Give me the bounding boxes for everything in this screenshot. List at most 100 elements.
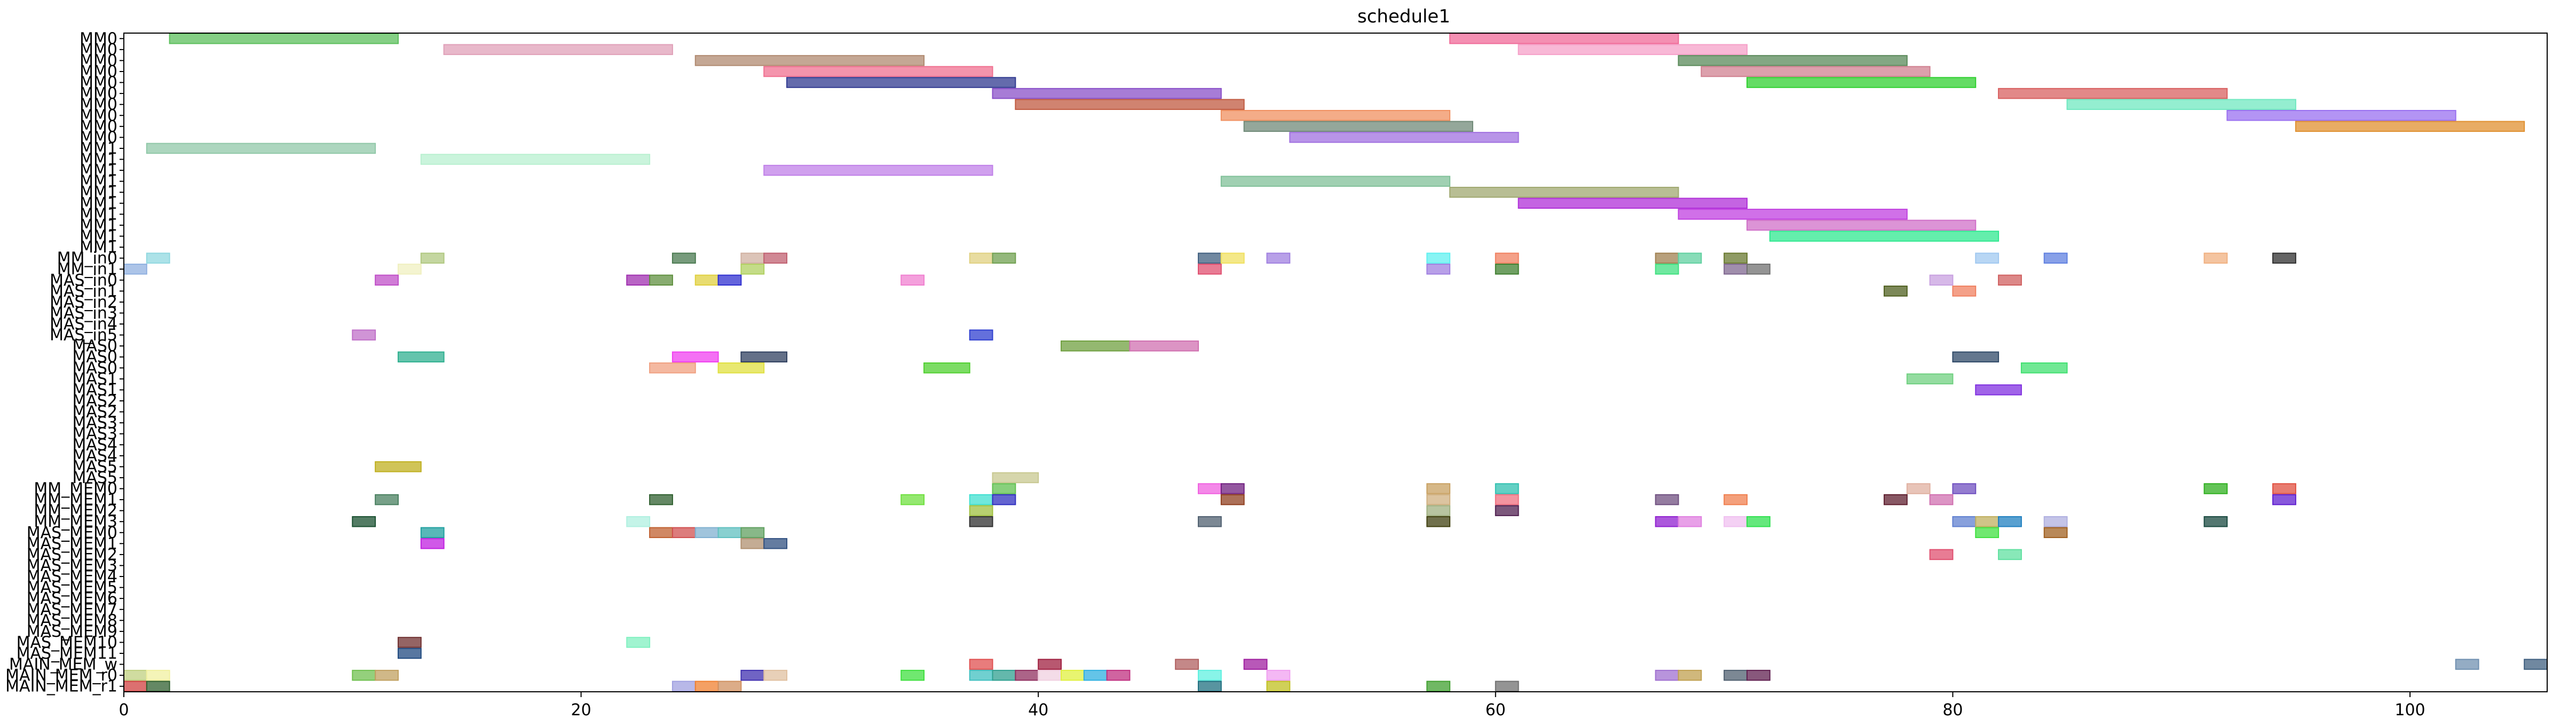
task-bar [1083, 669, 1108, 681]
y-tick-label: MAS4 [72, 447, 117, 465]
task-bar [717, 681, 742, 692]
task-bar [969, 669, 993, 681]
task-bar [146, 252, 170, 264]
task-bar [694, 527, 719, 539]
y-tick-label: MM0 [80, 128, 117, 147]
y-tick-label: MM1 [80, 183, 117, 202]
task-bar [717, 274, 742, 286]
task-bar [397, 647, 422, 659]
task-bar [2272, 252, 2296, 264]
task-bar [1220, 483, 1245, 494]
task-bar [1495, 681, 1519, 692]
task-bar [2066, 99, 2296, 110]
y-tick-label: MAS_in4 [50, 315, 117, 334]
task-bar [1015, 669, 1039, 681]
task-bar [1198, 681, 1222, 692]
task-bar [1952, 351, 2000, 362]
task-bar [649, 494, 673, 505]
task-bar [1883, 286, 1908, 297]
task-bar [740, 252, 765, 264]
task-bar [992, 252, 1016, 264]
x-tick-label: 80 [1942, 701, 1963, 720]
task-bar [1106, 669, 1131, 681]
task-bar [397, 351, 445, 362]
task-bar [2203, 516, 2228, 527]
task-bar [1998, 549, 2022, 560]
task-bar [1769, 231, 2000, 242]
y-tick-label: MM1 [80, 139, 117, 158]
task-bar [1495, 494, 1519, 505]
x-tick-label: 20 [571, 701, 591, 720]
task-bar [1289, 132, 1519, 143]
y-tick-label: MAS_MEM6 [27, 589, 117, 608]
y-tick-label: MAS_MEM7 [27, 600, 117, 619]
task-bar [1975, 384, 2022, 396]
y-tick-label: MM_in0 [57, 249, 117, 268]
y-axis-ticks: MM0MM0MM0MM0MM0MM0MM0MM0MM0MM0MM1MM1MM1M… [5, 29, 124, 696]
y-tick-label: MAS_in3 [50, 304, 117, 322]
task-bar [1906, 373, 1954, 385]
task-bar [969, 505, 993, 516]
task-bar [1746, 219, 1977, 231]
task-bar [992, 494, 1016, 505]
task-bar [146, 681, 170, 692]
task-bar [2043, 527, 2068, 539]
y-tick-label: MM1 [80, 151, 117, 169]
task-bar [352, 329, 376, 341]
y-tick-label: MAIN_MEM_r1 [5, 677, 117, 696]
chart-title: schedule1 [1357, 6, 1450, 27]
task-bar [146, 143, 376, 154]
task-bar [717, 527, 742, 539]
task-bar [2524, 659, 2548, 670]
task-bar [1678, 55, 1908, 66]
task-bar [717, 362, 765, 374]
task-bar [123, 681, 147, 692]
y-tick-label: MAS3 [72, 414, 117, 432]
y-tick-label: MAS0 [72, 359, 117, 377]
task-bar [375, 461, 422, 472]
task-bar [1495, 483, 1519, 494]
y-tick-label: MM_MEM3 [34, 512, 117, 531]
task-bar [671, 351, 719, 362]
task-bar [1655, 669, 1679, 681]
task-bar [1449, 33, 1679, 44]
task-bar [1746, 263, 1771, 275]
task-bar [763, 66, 993, 77]
task-bar [969, 516, 993, 527]
y-tick-label: MAS2 [72, 392, 117, 410]
y-tick-label: MAS4 [72, 436, 117, 454]
task-bar [1724, 263, 1748, 275]
task-bar [626, 274, 651, 286]
task-bar [626, 516, 651, 527]
task-bar [1266, 669, 1291, 681]
task-bar [1929, 549, 1954, 560]
task-bar [2455, 659, 2479, 670]
task-bar [1975, 516, 2000, 527]
task-bar [763, 669, 788, 681]
task-bar [2295, 121, 2525, 132]
task-bar [1998, 274, 2022, 286]
y-tick-label: MAS_MEM11 [17, 644, 117, 663]
task-bar [1883, 494, 1908, 505]
task-bar [1426, 516, 1451, 527]
task-bar [1655, 516, 1679, 527]
task-bar [1198, 516, 1222, 527]
y-tick-label: MAS_in2 [50, 293, 117, 312]
task-bar [1495, 263, 1519, 275]
task-bar [375, 274, 399, 286]
y-tick-label: MM_MEM1 [34, 491, 117, 509]
y-tick-label: MM_MEM0 [34, 480, 117, 499]
task-bar [375, 494, 399, 505]
y-tick-label: MAS_MEM10 [17, 633, 117, 652]
task-bar [1426, 494, 1451, 505]
task-bar [1038, 659, 1062, 670]
task-bar [1426, 483, 1451, 494]
task-bar [649, 527, 673, 539]
task-bar [1952, 483, 1977, 494]
task-bar [671, 527, 696, 539]
task-bar [1220, 109, 1451, 121]
task-bar [923, 362, 970, 374]
y-tick-label: MM0 [80, 62, 117, 81]
task-bar [671, 681, 696, 692]
